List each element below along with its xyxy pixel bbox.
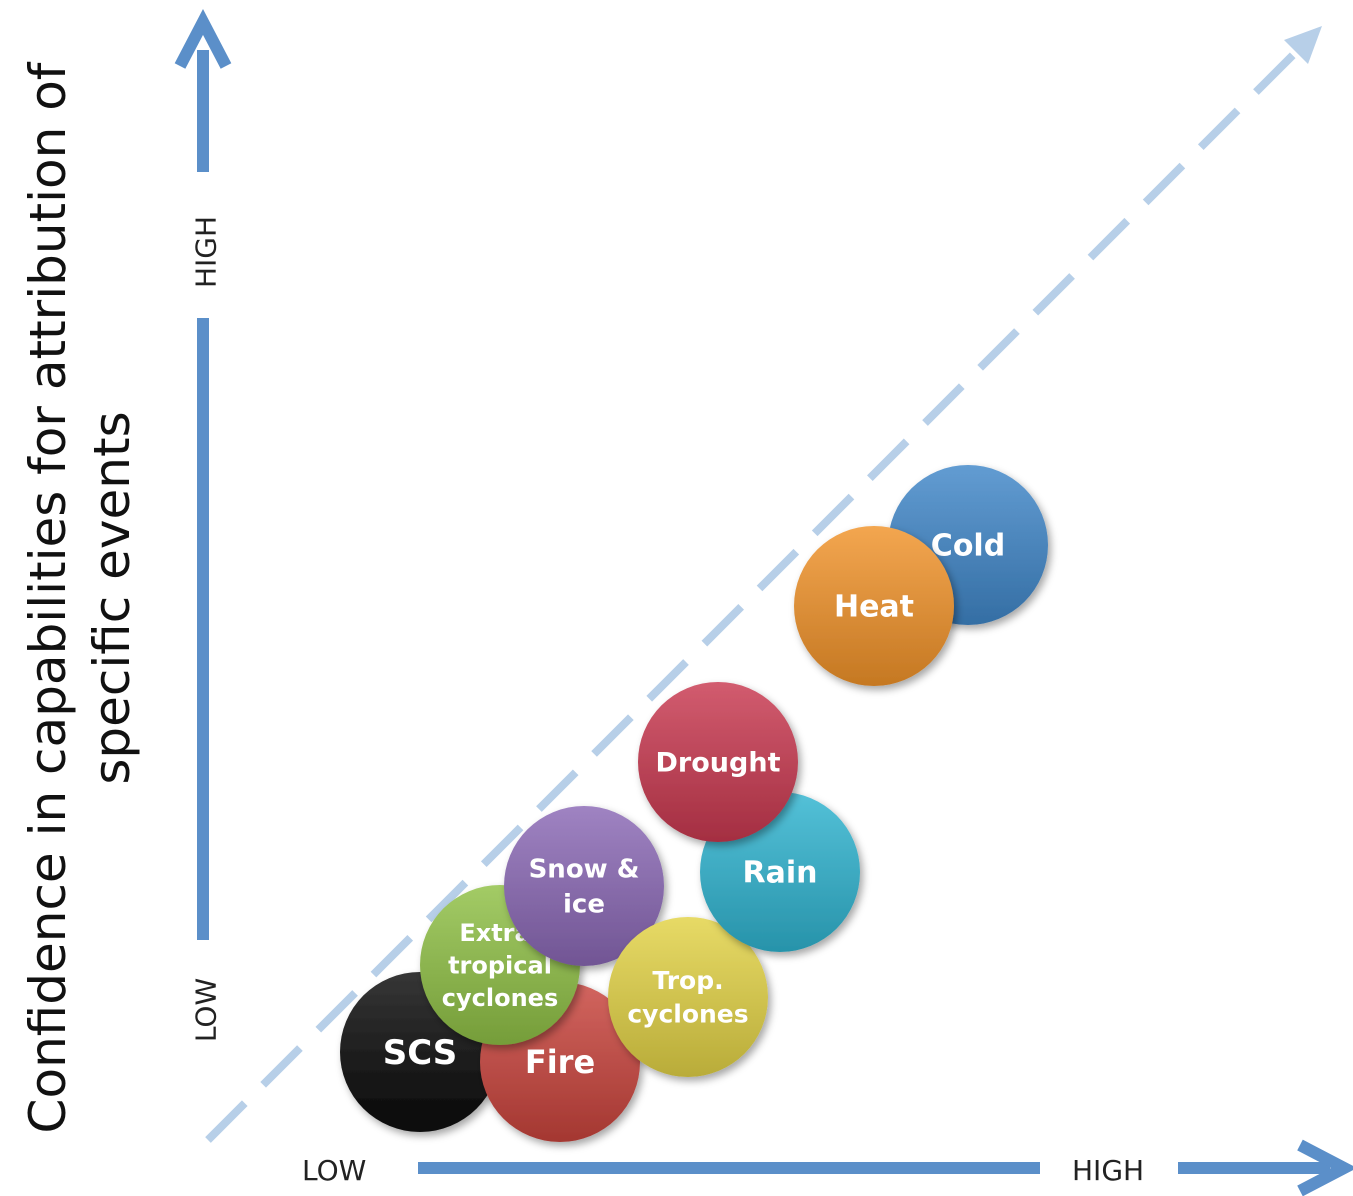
diagonal-dashed-line <box>205 45 1303 1143</box>
bubble-heat: Heat <box>794 526 954 686</box>
bubble-snow-label: ice <box>563 890 605 920</box>
y-axis-arrowhead <box>174 9 232 69</box>
bubble-drought-circle <box>638 682 798 842</box>
bubble-heat-circle <box>794 526 954 686</box>
bubble-extratropical-label: cyclones <box>442 984 558 1012</box>
bubble-scs-label: SCS <box>383 1033 458 1073</box>
bubble-extratropical-label: tropical <box>448 951 552 979</box>
bubble-snow: Snow & ice <box>504 806 664 966</box>
x-axis-arrowhead <box>1297 1139 1353 1196</box>
bubble-snow-circle <box>504 806 664 966</box>
bubble-drought: Drought <box>638 682 798 842</box>
bubble-trop: Trop. cyclones <box>608 917 768 1077</box>
bubble-heat-label: Heat <box>834 590 914 625</box>
x-axis-high-label: HIGH <box>1072 1154 1145 1187</box>
diagonal-arrowhead <box>1284 26 1322 64</box>
x-axis-low-label: LOW <box>302 1154 367 1187</box>
bubble-trop-label: Trop. <box>652 966 723 995</box>
bubble-rain-label: Rain <box>743 856 818 891</box>
bubble-trop-circle <box>608 917 768 1077</box>
bubble-snow-label: Snow & <box>529 855 640 885</box>
bubble-cold-label: Cold <box>931 529 1005 564</box>
bubble-trop-label: cyclones <box>627 1000 748 1029</box>
bubble-fire-label: Fire <box>525 1043 595 1081</box>
bubble-drought-label: Drought <box>656 747 781 778</box>
